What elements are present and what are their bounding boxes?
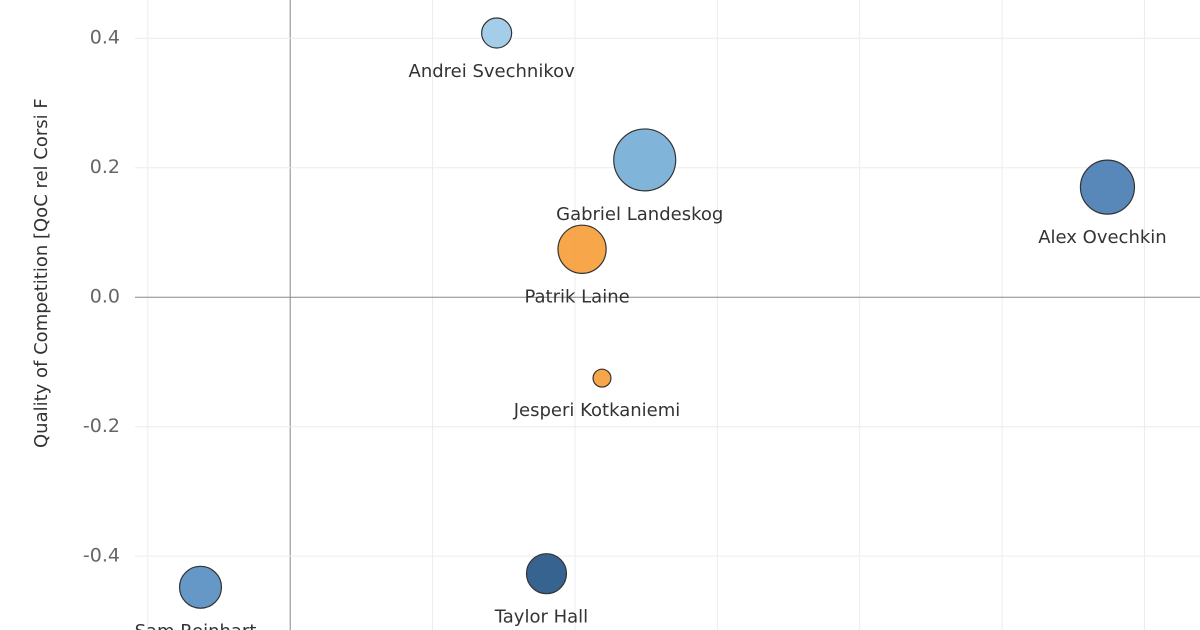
point-label: Gabriel Landeskog bbox=[556, 204, 723, 225]
bubble bbox=[1079, 159, 1136, 215]
point-label: Andrei Svechnikov bbox=[409, 61, 576, 82]
bubble bbox=[525, 553, 568, 595]
y-tick-label: 0.4 bbox=[90, 27, 120, 49]
point-label: Alex Ovechkin bbox=[1038, 227, 1166, 248]
y-tick-label: -0.2 bbox=[83, 415, 120, 437]
point-label: Patrik Laine bbox=[524, 286, 629, 307]
y-tick-label: -0.4 bbox=[83, 545, 120, 567]
bubble bbox=[481, 17, 513, 49]
y-tick-label: 0.2 bbox=[90, 156, 120, 178]
y-tick-label: 0.0 bbox=[90, 286, 120, 308]
y-axis-title: Quality of Competition [QoC rel Corsi F bbox=[31, 98, 52, 448]
point-label: Taylor Hall bbox=[494, 607, 588, 628]
bubble bbox=[178, 565, 223, 609]
bubble bbox=[613, 128, 677, 192]
point-label: Jesperi Kotkaniemi bbox=[513, 400, 681, 421]
bubble bbox=[557, 224, 607, 274]
point-label: Sam Reinhart bbox=[135, 621, 257, 630]
bubble bbox=[592, 368, 612, 388]
